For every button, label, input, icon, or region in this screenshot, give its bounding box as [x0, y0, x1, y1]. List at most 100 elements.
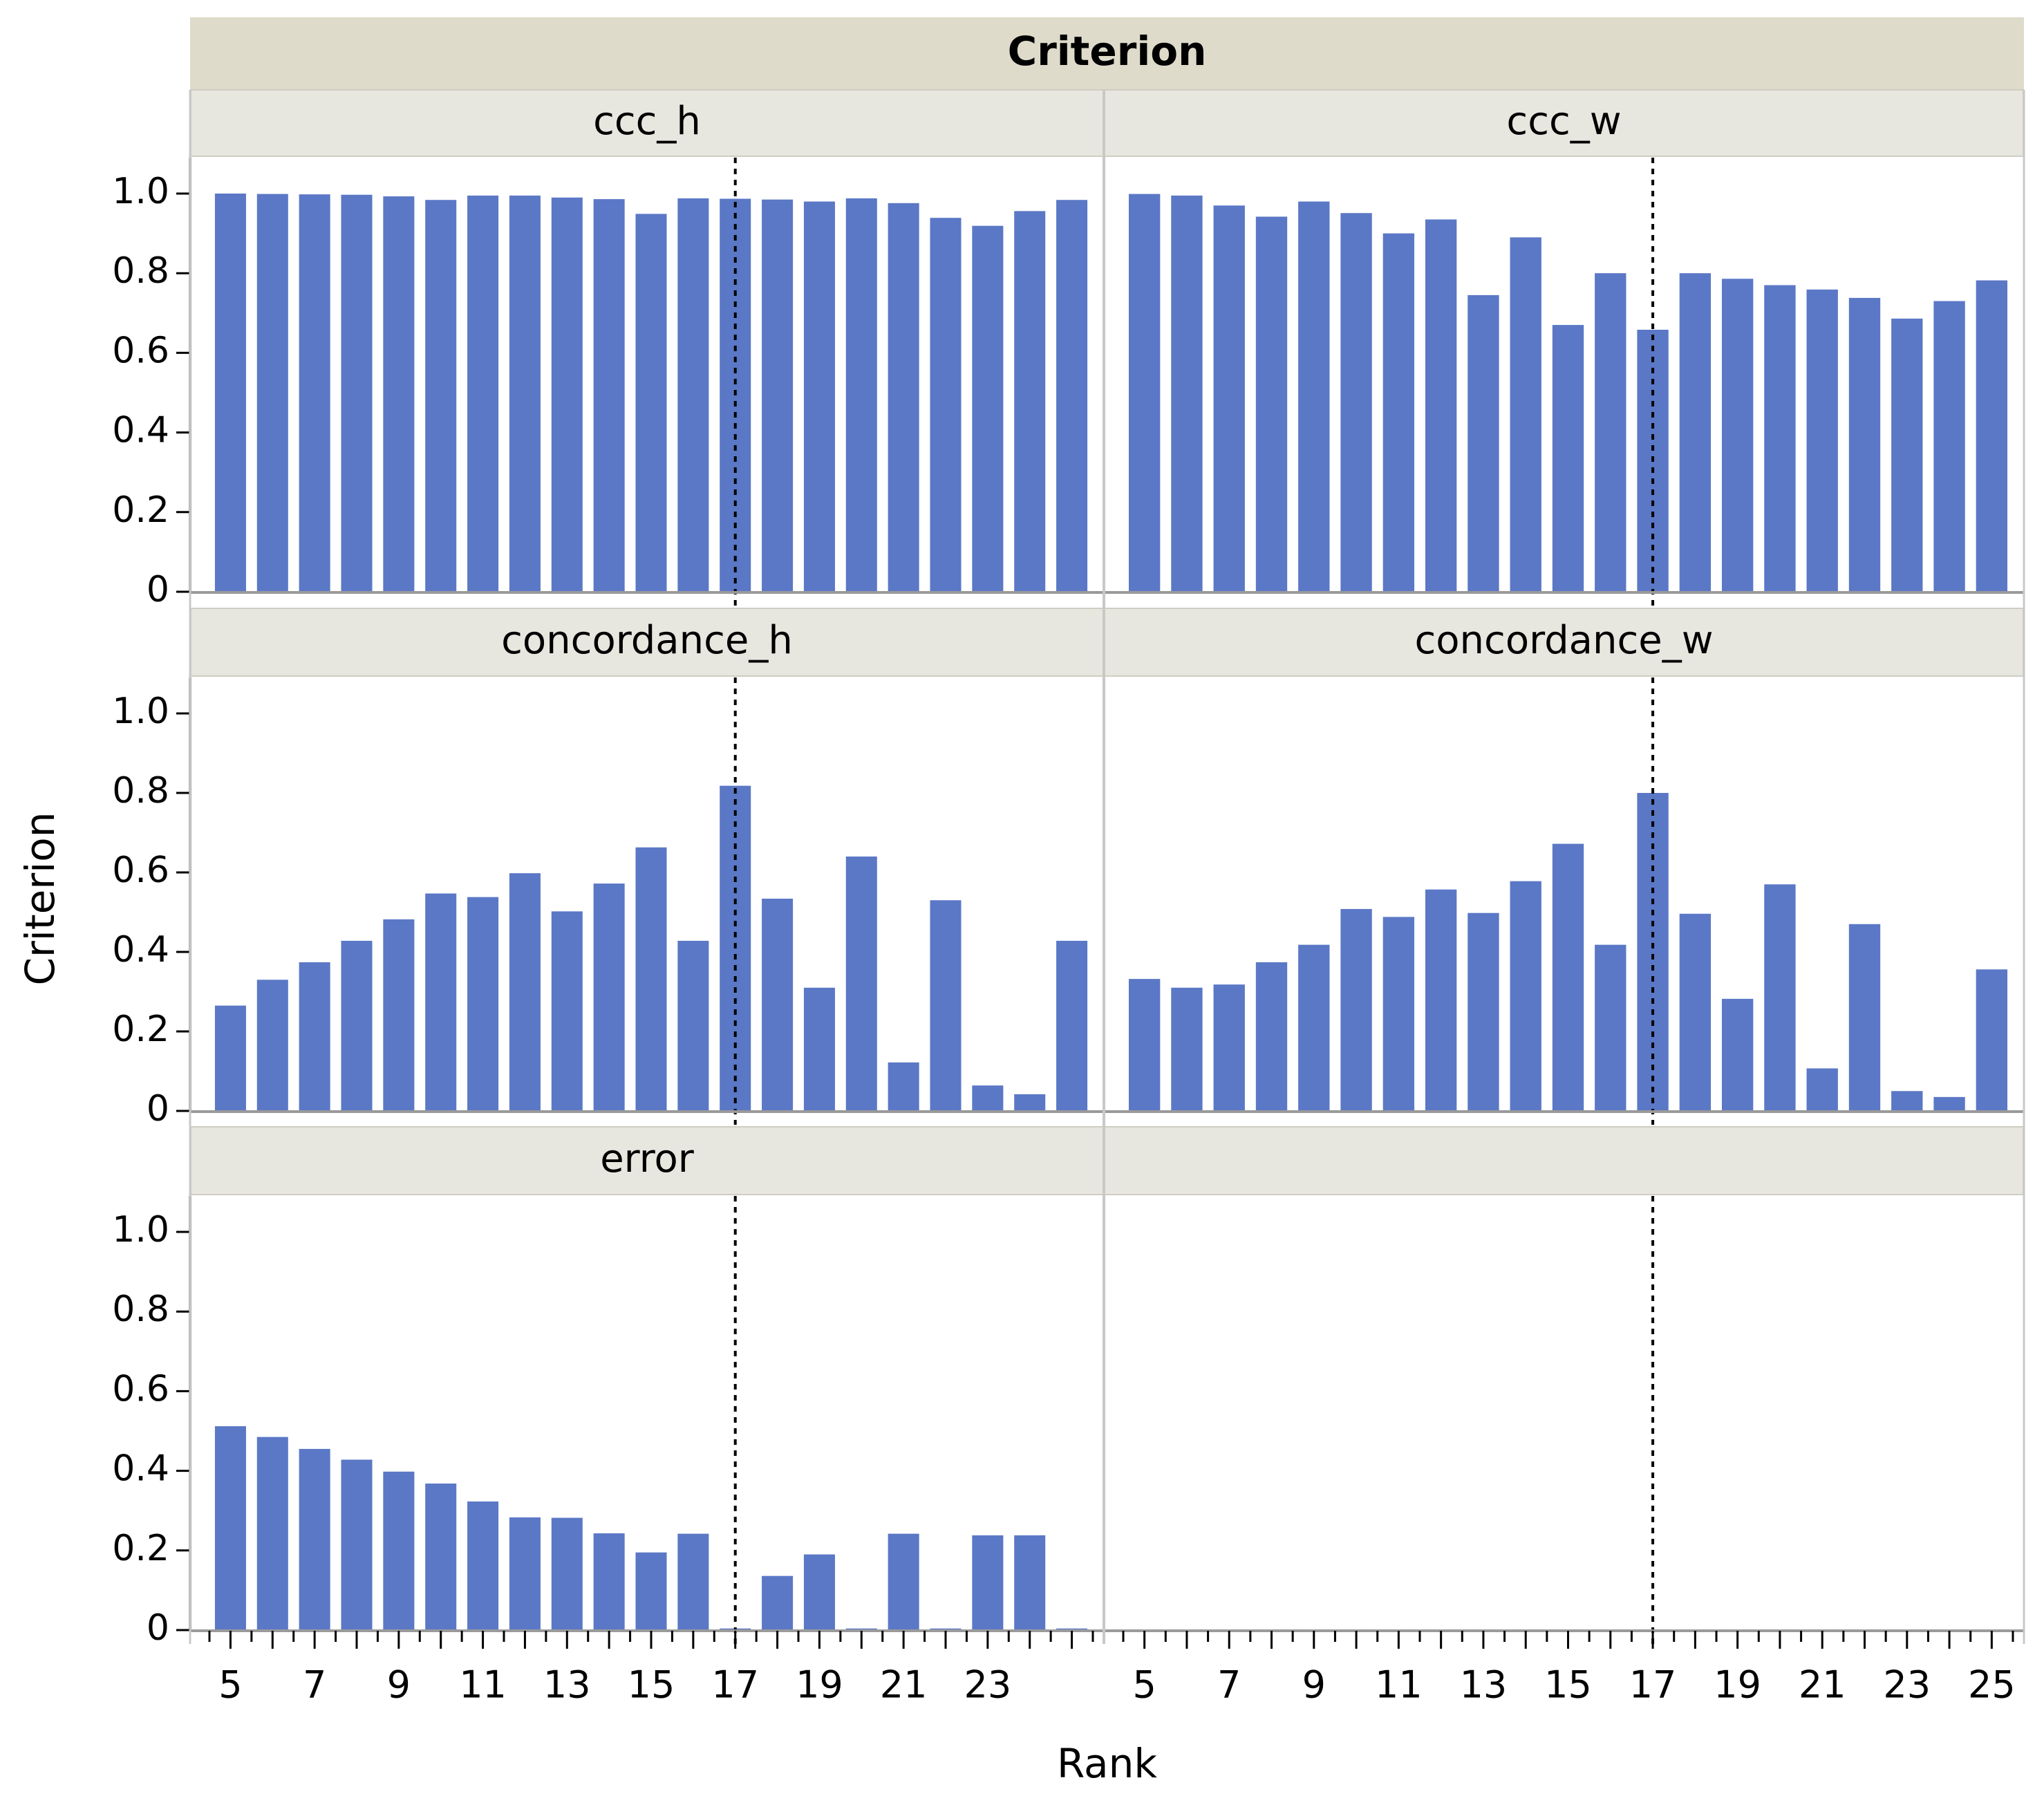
y-tick-label-concordance_h-1: 0.2 — [112, 1009, 169, 1050]
chart-title: Criterion — [1008, 28, 1207, 75]
bar-ccc_h-18 — [762, 199, 794, 592]
bar-ccc_h-22 — [930, 218, 962, 592]
bar-concordance_w-11 — [1382, 917, 1415, 1111]
bar-error-25 — [1056, 1628, 1088, 1630]
bar-error-24 — [1014, 1535, 1046, 1630]
y-tick-label-error-3: 0.6 — [112, 1368, 169, 1410]
bar-concordance_w-22 — [1848, 924, 1881, 1111]
bar-ccc_w-5 — [1128, 194, 1161, 592]
facet-label-error: error — [600, 1136, 695, 1181]
bar-concordance_w-19 — [1721, 998, 1754, 1111]
bar-ccc_h-15 — [635, 214, 667, 592]
facet-strip-concordance_w — [1104, 608, 2024, 677]
x-tick-label-left-9: 9 — [387, 1663, 411, 1707]
y-axis-title: Criterion — [17, 812, 64, 985]
bar-ccc_w-6 — [1171, 195, 1203, 592]
bar-concordance_w-13 — [1468, 913, 1499, 1111]
x-tick-label-left-17: 17 — [711, 1663, 759, 1707]
chart-header-band — [190, 17, 2024, 90]
facet-label-ccc_w: ccc_w — [1506, 99, 1621, 144]
y-tick-label-ccc_h-2: 0.4 — [112, 410, 169, 451]
x-tick-label-right-5: 5 — [1132, 1663, 1156, 1707]
bar-ccc_w-9 — [1298, 201, 1330, 592]
bar-ccc_w-19 — [1721, 279, 1754, 592]
bar-ccc_h-19 — [803, 201, 835, 592]
x-tick-label-left-23: 23 — [964, 1663, 1011, 1707]
bar-concordance_h-19 — [803, 987, 835, 1111]
bar-error-15 — [635, 1552, 667, 1630]
bar-ccc_w-10 — [1340, 213, 1372, 592]
bar-concordance_h-22 — [930, 900, 962, 1111]
bar-ccc_h-24 — [1014, 211, 1046, 592]
y-tick-label-error-2: 0.4 — [112, 1448, 169, 1490]
x-axis-title: Rank — [1057, 1740, 1157, 1787]
bar-concordance_h-9 — [383, 919, 415, 1111]
bar-concordance_w-15 — [1552, 843, 1584, 1111]
x-tick-label-right-19: 19 — [1714, 1663, 1761, 1707]
bar-concordance_w-14 — [1510, 881, 1541, 1111]
bar-concordance_h-13 — [551, 911, 583, 1111]
x-tick-label-left-15: 15 — [628, 1663, 675, 1707]
bar-error-10 — [425, 1484, 457, 1630]
y-tick-label-concordance_h-0: 0 — [147, 1088, 169, 1130]
bar-ccc_w-11 — [1382, 233, 1415, 592]
bar-ccc_h-13 — [551, 197, 583, 592]
x-tick-label-right-13: 13 — [1460, 1663, 1508, 1707]
bar-ccc_h-25 — [1056, 200, 1088, 592]
bar-ccc_w-13 — [1468, 294, 1499, 592]
x-tick-label-right-25: 25 — [1968, 1663, 2016, 1707]
bar-concordance_w-16 — [1595, 944, 1626, 1111]
facet-strip-empty — [1104, 1126, 2024, 1195]
bar-concordance_w-9 — [1298, 944, 1330, 1111]
bar-ccc_w-22 — [1848, 297, 1881, 592]
bar-concordance_w-12 — [1425, 889, 1457, 1111]
bar-ccc_h-9 — [383, 196, 415, 592]
x-tick-label-right-23: 23 — [1883, 1663, 1931, 1707]
bar-ccc_w-25 — [1976, 280, 2008, 592]
bar-ccc_w-12 — [1425, 219, 1457, 592]
bar-ccc_w-21 — [1806, 289, 1838, 592]
x-tick-label-left-5: 5 — [218, 1663, 242, 1707]
bar-concordance_w-6 — [1171, 987, 1203, 1111]
bar-concordance_w-25 — [1976, 969, 2008, 1111]
bar-error-22 — [930, 1628, 962, 1630]
bar-concordance_h-12 — [509, 873, 541, 1111]
bar-concordance_h-25 — [1056, 940, 1088, 1111]
bar-error-11 — [467, 1501, 499, 1630]
bar-concordance_w-23 — [1891, 1091, 1923, 1111]
bar-ccc_w-15 — [1552, 325, 1584, 592]
x-tick-label-left-7: 7 — [303, 1663, 326, 1707]
y-tick-label-error-1: 0.2 — [112, 1528, 169, 1569]
bar-concordance_h-14 — [593, 883, 625, 1111]
bar-ccc_w-8 — [1255, 216, 1288, 592]
bar-concordance_w-5 — [1128, 979, 1161, 1111]
bar-error-18 — [762, 1575, 794, 1630]
bar-ccc_h-12 — [509, 195, 541, 592]
bar-ccc_h-14 — [593, 199, 625, 592]
bar-ccc_h-21 — [888, 203, 919, 592]
bar-concordance_w-21 — [1806, 1068, 1838, 1111]
bar-ccc_h-8 — [341, 194, 373, 592]
bar-ccc_w-20 — [1764, 285, 1796, 592]
bar-ccc_h-10 — [425, 200, 457, 592]
bar-concordance_h-6 — [256, 980, 288, 1111]
bar-concordance_h-18 — [762, 898, 794, 1111]
y-tick-label-ccc_h-0: 0 — [147, 569, 169, 610]
bar-concordance_h-24 — [1014, 1094, 1046, 1111]
x-tick-label-left-19: 19 — [796, 1663, 843, 1707]
bar-error-14 — [593, 1533, 625, 1630]
y-tick-label-error-4: 0.8 — [112, 1289, 169, 1330]
bar-error-20 — [845, 1628, 877, 1630]
x-tick-label-right-15: 15 — [1544, 1663, 1592, 1707]
bar-error-9 — [383, 1471, 415, 1630]
bar-concordance_w-20 — [1764, 884, 1796, 1111]
bar-concordance_w-24 — [1933, 1096, 1965, 1111]
bar-ccc_w-14 — [1510, 237, 1541, 592]
bar-error-19 — [803, 1554, 835, 1630]
bar-ccc_h-7 — [299, 194, 330, 592]
bar-concordance_w-18 — [1679, 913, 1712, 1111]
bar-concordance_h-21 — [888, 1062, 919, 1111]
bar-error-21 — [888, 1533, 919, 1630]
bar-concordance_w-8 — [1255, 962, 1288, 1111]
